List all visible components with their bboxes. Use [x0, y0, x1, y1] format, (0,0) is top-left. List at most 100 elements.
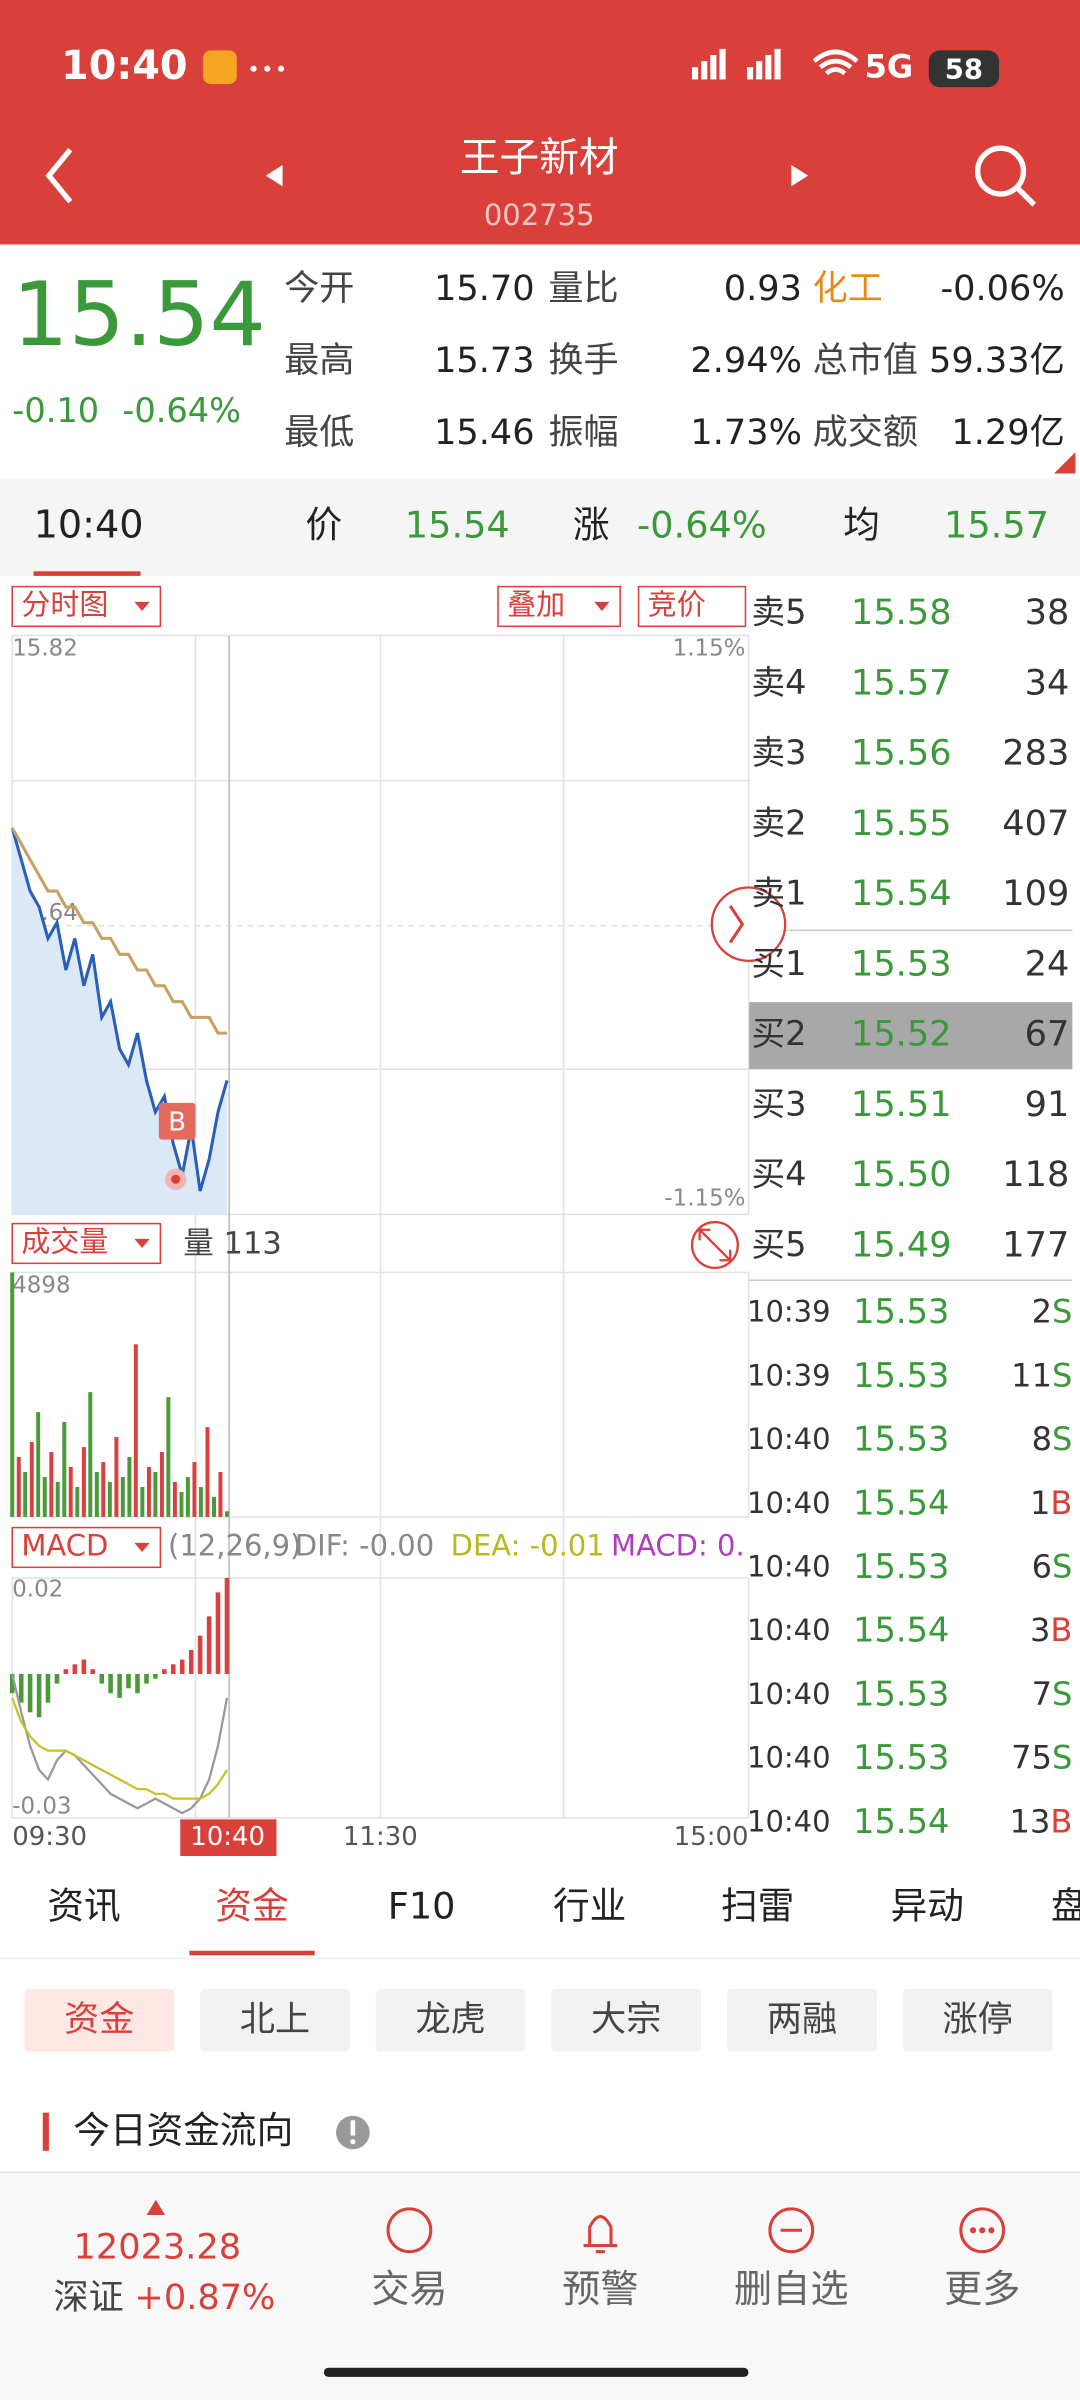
stock-code: 002735: [484, 198, 595, 232]
volume-bar: [185, 1477, 190, 1517]
nav-item[interactable]: 更多: [944, 2268, 1020, 2312]
back-button[interactable]: [45, 148, 73, 204]
field-value: 15.73: [434, 340, 535, 381]
volume-bar: [62, 1422, 67, 1517]
tab[interactable]: 行业: [553, 1884, 626, 1927]
buy-marker: [158, 1102, 196, 1140]
summary-bg: [0, 478, 1080, 576]
trade-side: B: [1050, 1611, 1072, 1649]
field-value: 2.94%: [690, 340, 802, 381]
volume-bar: [153, 1471, 158, 1517]
macd-legend-item: DEA: -0.01: [451, 1528, 605, 1562]
book-label: 买5: [752, 1225, 807, 1264]
volume-bar: [94, 1471, 99, 1517]
macd-bar: [72, 1664, 78, 1674]
macd-bar: [81, 1659, 87, 1674]
book-label: 卖2: [752, 803, 807, 842]
trade-side: S: [1052, 1739, 1072, 1777]
info-icon[interactable]: [336, 2115, 370, 2150]
sub-tab[interactable]: 北上: [240, 1999, 310, 2040]
dropdown-arrow: [134, 601, 150, 612]
book-price: 15.54: [851, 873, 952, 914]
x-tick-label: 10:40: [190, 1822, 265, 1852]
tab[interactable]: 资讯: [47, 1884, 120, 1927]
field-value: 15.70: [434, 268, 535, 309]
trade-time: 10:40: [747, 1613, 831, 1647]
chart-tab[interactable]: [11, 585, 162, 628]
sub-tab[interactable]: 涨停: [943, 1999, 1013, 2040]
book-volume: 34: [1025, 662, 1070, 703]
trade-volume: 13B: [1010, 1802, 1073, 1840]
nav-item[interactable]: 预警: [562, 2268, 638, 2312]
tab[interactable]: 异动: [891, 1884, 964, 1927]
chart-tab[interactable]: [637, 585, 747, 628]
bottom-bar-bg: [0, 2172, 1080, 2400]
sub-tab[interactable]: 资金: [64, 1999, 134, 2040]
nav-item[interactable]: 删自选: [734, 2268, 849, 2312]
trade-volume-number: 7: [1032, 1675, 1052, 1713]
volume-bar: [212, 1496, 217, 1517]
highlight-row: [748, 1002, 1073, 1070]
volume-bar: [172, 1481, 177, 1517]
sub-tab-bg[interactable]: [24, 1988, 175, 2052]
volume-bar: [107, 1481, 112, 1517]
nav-item[interactable]: 交易: [371, 2268, 447, 2312]
side-toggle[interactable]: [710, 886, 787, 963]
last-price: 15.54: [12, 263, 266, 366]
tab[interactable]: 资金: [215, 1884, 288, 1927]
sub-tab[interactable]: 大宗: [591, 1999, 661, 2040]
book-label: 买2: [752, 1014, 807, 1053]
tab[interactable]: F10: [388, 1884, 456, 1927]
book-price: 15.56: [851, 733, 952, 774]
sub-tab-bg[interactable]: [727, 1988, 877, 2052]
sub-tab[interactable]: 两融: [767, 1999, 837, 2040]
chart-tab[interactable]: [11, 1222, 162, 1265]
macd-bar: [90, 1669, 96, 1674]
book-label: 卖1: [752, 874, 807, 913]
up-arrow: [146, 2199, 165, 2216]
x-tick-label: 09:30: [12, 1822, 87, 1852]
volume-bar: [29, 1442, 34, 1517]
macd-bar: [215, 1592, 221, 1674]
chart-tab[interactable]: [11, 1526, 162, 1569]
macd-bar: [36, 1673, 42, 1718]
sub-tab-bg[interactable]: [375, 1988, 526, 2052]
sub-tab-bg[interactable]: [902, 1988, 1053, 2052]
volume-bar: [198, 1486, 203, 1517]
prev-button[interactable]: [265, 164, 283, 187]
volume-label: 量 113: [183, 1226, 282, 1261]
field-label: 总市值: [813, 340, 918, 381]
summary-time: 10:40: [34, 504, 144, 548]
search-button[interactable]: [974, 145, 1037, 207]
trade-volume-number: 2: [1032, 1293, 1052, 1331]
trade-time: 10:40: [747, 1550, 831, 1584]
sub-tab[interactable]: 龙虎: [416, 1999, 486, 2040]
book-price: 15.52: [851, 1014, 952, 1055]
expand-button[interactable]: [690, 1220, 739, 1270]
book-label: 卖3: [752, 733, 807, 772]
book-price: 15.50: [851, 1154, 952, 1195]
field-value: 1.73%: [690, 412, 802, 453]
trade-price: 15.54: [853, 1611, 949, 1650]
sub-tab-bg[interactable]: [551, 1988, 702, 2052]
dropdown-arrow: [134, 1238, 150, 1249]
summary-avg: 15.57: [944, 504, 1049, 547]
battery-level: 58: [945, 53, 983, 85]
chart-tab-label: 分时图: [21, 587, 108, 621]
tab[interactable]: 盘: [1051, 1884, 1080, 1927]
next-button[interactable]: [791, 164, 809, 187]
trade-price: 15.54: [853, 1483, 949, 1522]
tab[interactable]: 扫雷: [721, 1884, 794, 1927]
field-label: 最高: [284, 340, 354, 381]
trade-volume: 2S: [1032, 1293, 1073, 1331]
section-title: 今日资金流向: [73, 2109, 293, 2152]
status-time: 10:40: [61, 43, 187, 89]
volume-bar: [127, 1457, 132, 1517]
trade-volume-number: 3: [1030, 1611, 1050, 1649]
wifi-icon: [812, 49, 859, 76]
y-tick-label: 15.82: [12, 636, 78, 662]
trade-volume-number: 8: [1032, 1420, 1052, 1458]
macd-bar: [170, 1664, 176, 1674]
summary-price: 15.54: [405, 504, 510, 547]
sub-tab-bg[interactable]: [200, 1988, 350, 2052]
